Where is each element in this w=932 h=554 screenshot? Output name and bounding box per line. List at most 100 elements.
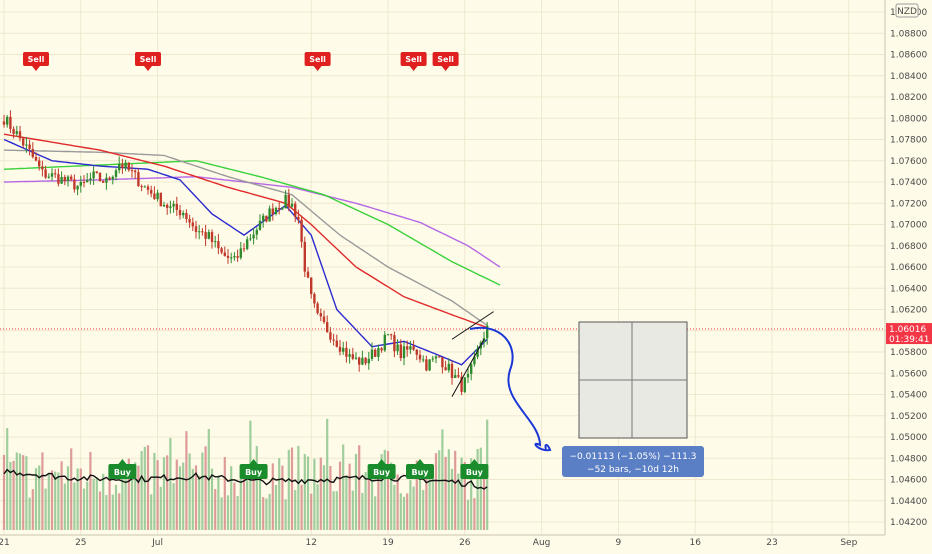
candle[interactable] xyxy=(367,351,370,370)
candle[interactable] xyxy=(105,173,108,190)
candle[interactable] xyxy=(476,345,479,360)
candle[interactable] xyxy=(198,224,201,240)
candle[interactable] xyxy=(326,315,329,333)
candle[interactable] xyxy=(121,158,124,174)
candle[interactable] xyxy=(406,340,409,357)
candle[interactable] xyxy=(204,224,207,247)
candle[interactable] xyxy=(226,249,230,264)
candle[interactable] xyxy=(338,339,342,356)
buy-signal[interactable]: Buy xyxy=(406,459,434,479)
candle[interactable] xyxy=(418,349,422,363)
candle[interactable] xyxy=(70,174,73,182)
candle[interactable] xyxy=(470,362,473,381)
candle[interactable] xyxy=(191,217,194,231)
candle[interactable] xyxy=(31,142,34,159)
currency-badge[interactable] xyxy=(895,3,919,18)
candle[interactable] xyxy=(450,360,454,385)
candle[interactable] xyxy=(374,348,377,358)
candle[interactable] xyxy=(278,200,281,215)
candle[interactable] xyxy=(15,125,18,137)
candle[interactable] xyxy=(364,357,367,366)
candle[interactable] xyxy=(134,169,137,180)
candle[interactable] xyxy=(409,340,412,355)
candle[interactable] xyxy=(255,227,258,240)
candle[interactable] xyxy=(175,196,178,216)
time-axis[interactable]: 21 25 Jul 12 19 26 Aug 9 16 23 Sep xyxy=(0,534,932,550)
candle[interactable] xyxy=(399,339,402,361)
candle[interactable] xyxy=(98,172,102,182)
candle[interactable] xyxy=(294,201,297,223)
candle[interactable] xyxy=(233,252,236,261)
candle[interactable] xyxy=(268,205,271,222)
buy-signal[interactable]: Buy xyxy=(239,459,268,479)
candle[interactable] xyxy=(178,205,182,220)
candle[interactable] xyxy=(159,192,162,207)
candle[interactable] xyxy=(428,358,431,372)
candle[interactable] xyxy=(354,352,358,360)
candle[interactable] xyxy=(242,243,246,253)
candle[interactable] xyxy=(50,168,54,181)
candle[interactable] xyxy=(258,214,262,231)
candle[interactable] xyxy=(210,229,214,249)
candle[interactable] xyxy=(457,367,460,379)
candle[interactable] xyxy=(252,227,255,245)
candle[interactable] xyxy=(34,152,38,162)
trendline-upper[interactable] xyxy=(451,311,494,340)
candle[interactable] xyxy=(345,341,348,363)
candle[interactable] xyxy=(447,358,450,373)
candle[interactable] xyxy=(63,174,66,186)
candle[interactable] xyxy=(6,115,9,128)
candle[interactable] xyxy=(287,188,290,212)
candle[interactable] xyxy=(76,185,79,196)
sell-signal[interactable]: Sell xyxy=(432,52,459,71)
candle[interactable] xyxy=(89,172,92,185)
candle[interactable] xyxy=(370,342,374,361)
candle[interactable] xyxy=(431,355,434,363)
candle[interactable] xyxy=(137,168,140,187)
candle[interactable] xyxy=(380,347,383,353)
candle[interactable] xyxy=(377,344,380,362)
candle[interactable] xyxy=(124,159,127,172)
candle[interactable] xyxy=(66,175,70,187)
price-axis[interactable]: 1.090001.088001.086001.084001.082001.080… xyxy=(884,0,932,535)
candle[interactable] xyxy=(188,214,191,228)
candle[interactable] xyxy=(156,189,159,202)
candle[interactable] xyxy=(25,137,28,153)
candle[interactable] xyxy=(262,213,265,228)
candle[interactable] xyxy=(44,165,47,179)
candle[interactable] xyxy=(444,360,447,371)
candle[interactable] xyxy=(313,292,316,308)
candle[interactable] xyxy=(310,277,313,299)
candle[interactable] xyxy=(57,168,60,187)
candle[interactable] xyxy=(393,331,396,358)
candle[interactable] xyxy=(316,301,319,315)
candle[interactable] xyxy=(463,377,466,394)
candle[interactable] xyxy=(47,173,50,179)
trendline-lower[interactable] xyxy=(451,339,485,397)
candle[interactable] xyxy=(303,236,306,278)
candle[interactable] xyxy=(351,347,354,361)
drawings[interactable] xyxy=(451,311,552,452)
candle[interactable] xyxy=(153,186,156,200)
buy-signal[interactable]: Buy xyxy=(460,459,489,479)
candle[interactable] xyxy=(281,207,284,211)
candle[interactable] xyxy=(9,110,12,134)
candle[interactable] xyxy=(290,198,294,208)
candle[interactable] xyxy=(386,333,390,336)
candle[interactable] xyxy=(130,164,134,178)
candle[interactable] xyxy=(162,201,166,207)
candle[interactable] xyxy=(236,249,239,262)
candle[interactable] xyxy=(166,203,169,215)
candle[interactable] xyxy=(466,368,470,384)
candle[interactable] xyxy=(348,348,351,364)
candle[interactable] xyxy=(114,168,118,181)
candle[interactable] xyxy=(390,333,393,340)
candle[interactable] xyxy=(486,322,489,345)
candle[interactable] xyxy=(220,246,223,255)
sell-signal[interactable]: Sell xyxy=(400,52,427,71)
candle[interactable] xyxy=(265,215,268,223)
candle[interactable] xyxy=(297,209,300,224)
candle[interactable] xyxy=(319,308,322,322)
